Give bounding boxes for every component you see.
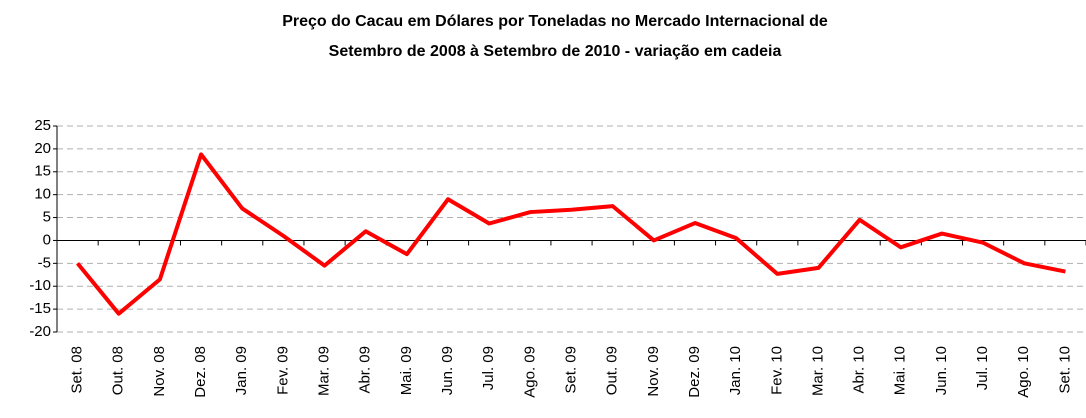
- x-tick-label: Abr. 10: [851, 346, 868, 394]
- y-tick-label: -5: [38, 254, 51, 271]
- y-tick-label: 0: [43, 231, 51, 248]
- x-tick-label: Mai. 09: [398, 346, 415, 395]
- x-tick-label: Out. 09: [604, 346, 621, 395]
- x-tick-label: Dez. 09: [686, 346, 703, 398]
- x-tick-label: Mar. 10: [809, 346, 826, 396]
- x-tick-label: Dez. 08: [192, 346, 209, 398]
- x-tick-label: Jul. 10: [974, 346, 991, 390]
- x-tick-label: Fev. 10: [768, 346, 785, 395]
- x-tick-label: Mai. 10: [892, 346, 909, 395]
- chart-title: Setembro de 2008 à Setembro de 2010 - va…: [329, 43, 782, 60]
- y-tick-label: 5: [43, 209, 51, 226]
- x-tick-label: Ago. 10: [1015, 346, 1032, 398]
- x-tick-label: Fev. 09: [274, 346, 291, 395]
- x-tick-label: Nov. 09: [645, 346, 662, 397]
- y-tick-label: -15: [29, 300, 51, 317]
- y-tick-label: -10: [29, 277, 51, 294]
- x-tick-label: Ago. 09: [521, 346, 538, 398]
- y-tick-label: 15: [34, 163, 51, 180]
- x-tick-label: Jun. 09: [439, 346, 456, 395]
- x-tick-label: Abr. 09: [357, 346, 374, 394]
- y-tick-label: -20: [29, 323, 51, 340]
- chart-title: Preço do Cacau em Dólares por Toneladas …: [282, 13, 828, 30]
- x-tick-label: Out. 08: [110, 346, 127, 395]
- y-tick-label: 10: [34, 186, 51, 203]
- x-tick-label: Jan. 10: [727, 346, 744, 395]
- x-tick-label: Mar. 09: [316, 346, 333, 396]
- y-tick-label: 20: [34, 140, 51, 157]
- x-tick-label: Nov. 08: [151, 346, 168, 397]
- x-tick-label: Jun. 10: [933, 346, 950, 395]
- data-line: [76, 152, 1066, 316]
- x-tick-label: Jan. 09: [233, 346, 250, 395]
- x-tick-label: Set. 09: [562, 346, 579, 394]
- y-tick-label: 25: [34, 117, 51, 134]
- x-tick-label: Set. 08: [69, 346, 86, 394]
- x-tick-label: Set. 10: [1056, 346, 1073, 394]
- x-tick-label: Jul. 09: [480, 346, 497, 390]
